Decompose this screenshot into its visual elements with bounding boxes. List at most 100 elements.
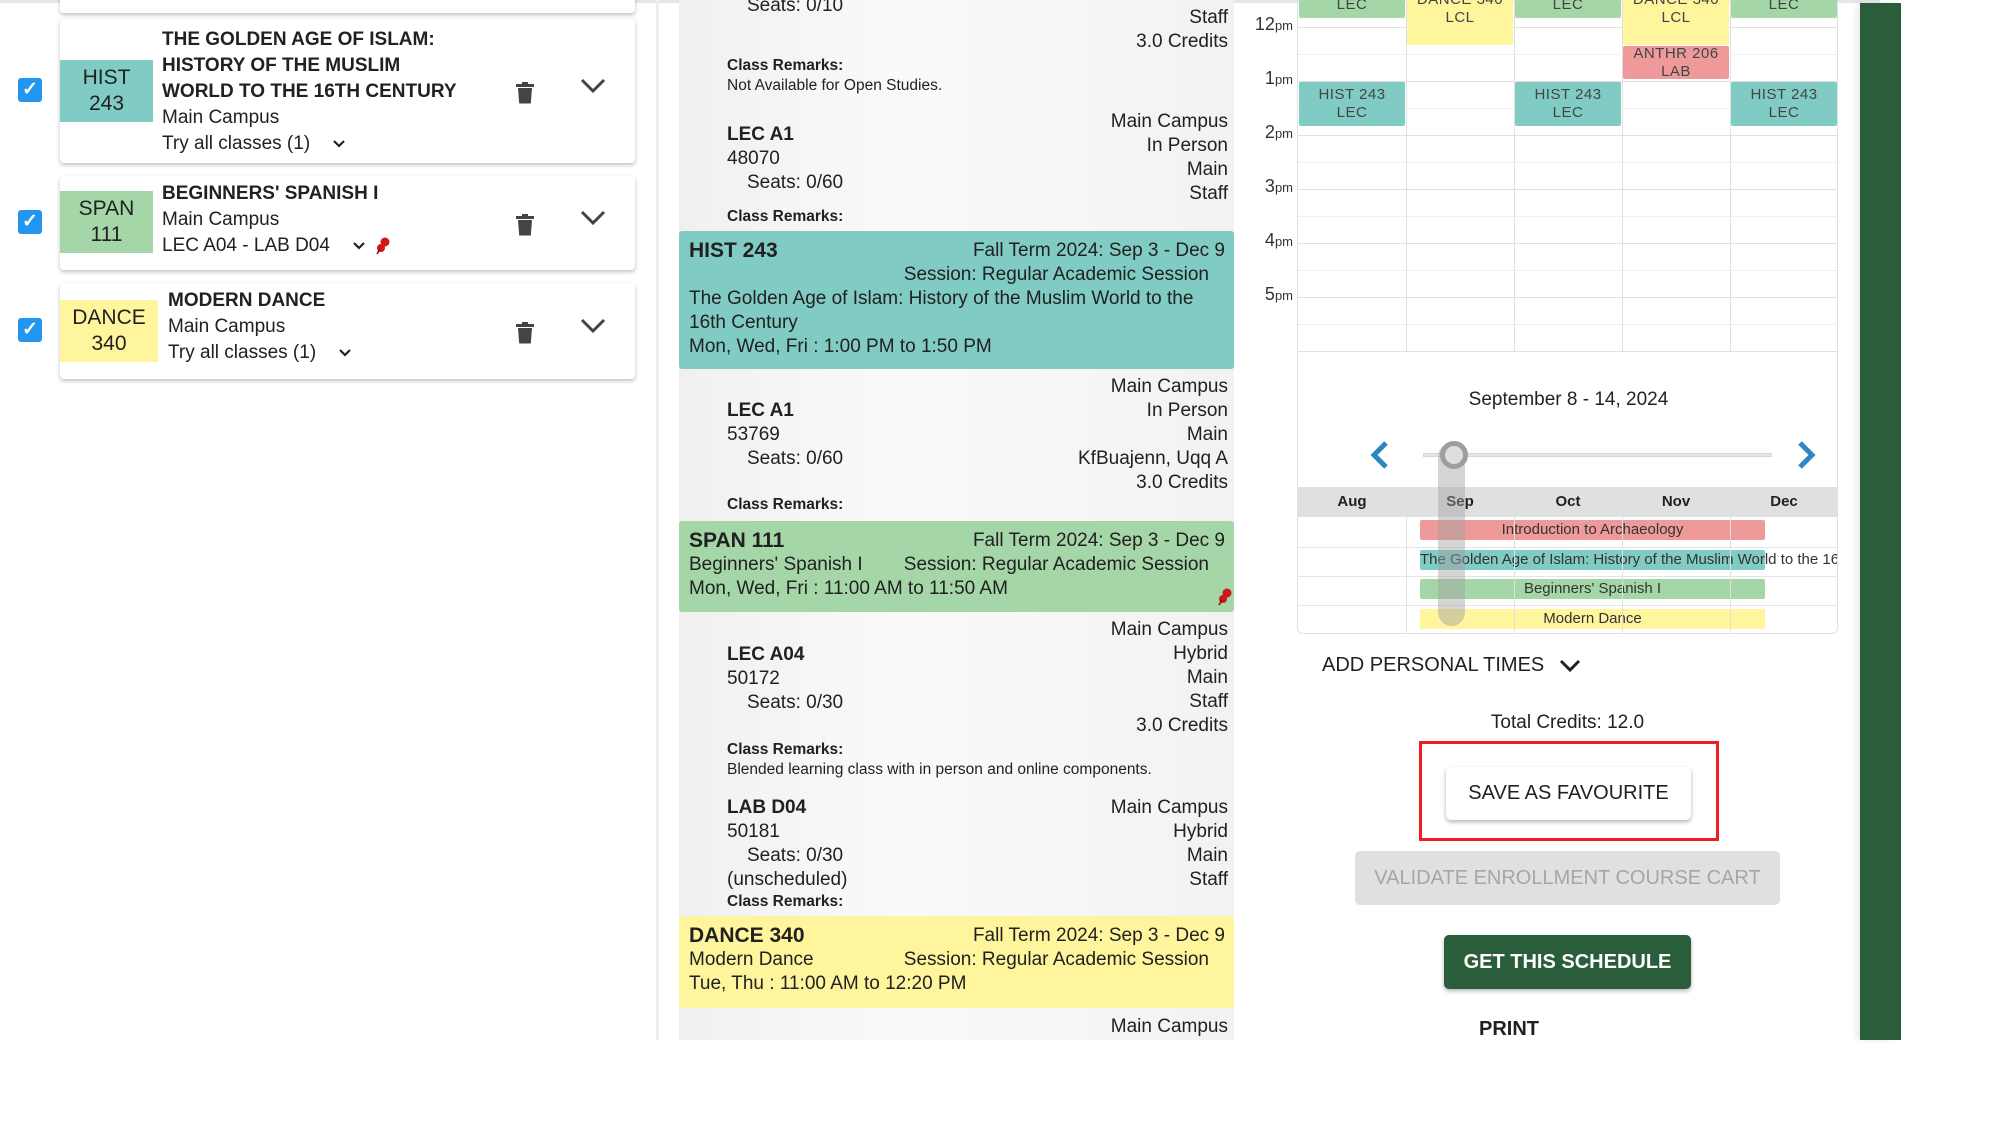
class-number: 50172	[727, 668, 780, 689]
month-label: Aug	[1337, 493, 1367, 510]
class-selector[interactable]: Try all classes (1)	[162, 131, 346, 157]
validate-enrollment-button[interactable]: VALIDATE ENROLLMENT COURSE CART	[1355, 851, 1780, 905]
calendar-event[interactable]: SPAN 111LEC	[1299, 0, 1405, 18]
total-credits: Total Credits: 12.0	[1490, 712, 1645, 733]
next-week-arrow-icon[interactable]	[1794, 440, 1818, 470]
add-personal-times-toggle[interactable]: ADD PERSONAL TIMES	[1322, 654, 1582, 677]
time-gridline	[1298, 27, 1837, 28]
add-personal-times-label: ADD PERSONAL TIMES	[1322, 654, 1545, 676]
course-code: HIST 243	[689, 239, 778, 262]
calendar-event[interactable]: SPAN 111LEC	[1515, 0, 1621, 18]
previous-week-arrow-icon[interactable]	[1368, 440, 1392, 470]
session-text: Session: Regular Academic Session	[903, 949, 1209, 970]
section-right-info: Main Campus In Person Main Staff	[1110, 111, 1228, 204]
trash-icon[interactable]	[515, 82, 535, 104]
time-gridline	[1298, 81, 1837, 82]
course-title: MODERN DANCE	[168, 290, 326, 311]
calendar-event[interactable]: HIST 243 LEC	[1299, 82, 1405, 126]
week-slider-track[interactable]	[1423, 453, 1772, 457]
hour-label: 12pm	[1254, 14, 1293, 34]
term-bar[interactable]: Introduction to Archaeology	[1420, 520, 1765, 540]
save-as-favourite-button[interactable]: SAVE AS FAVOURITE	[1446, 767, 1691, 820]
day-column-divider	[1406, 0, 1407, 351]
calendar-event[interactable]: HIST 243 LEC	[1515, 82, 1621, 126]
term-bar[interactable]: Modern Dance	[1420, 608, 1765, 629]
pin-icon[interactable]	[376, 237, 390, 255]
term-dates: Fall Term 2024: Sep 3 - Dec 9	[972, 240, 1225, 261]
course-badge: SPAN 111	[60, 191, 153, 253]
course-header-dance-340[interactable]: DANCE 340 Fall Term 2024: Sep 3 - Dec 9 M…	[679, 916, 1234, 1008]
time-gridline	[1298, 243, 1837, 244]
term-bar[interactable]: Beginners' Spanish I	[1420, 579, 1765, 599]
trash-icon[interactable]	[515, 322, 535, 344]
week-slider-handle[interactable]	[1440, 441, 1469, 469]
timeline-row-divider	[1298, 547, 1837, 548]
course-code: SPAN 111	[689, 529, 785, 552]
hour-label: 4pm	[1264, 230, 1293, 250]
course-checkbox[interactable]: ✓	[18, 78, 42, 102]
calendar-event[interactable]: DANCE 340LCL	[1407, 0, 1513, 45]
remarks-text: Blended learning class with in person an…	[727, 761, 1152, 778]
campus-text: Main Campus	[162, 209, 280, 230]
class-selector[interactable]: Try all classes (1)	[168, 340, 352, 366]
class-number: 48070	[727, 148, 780, 169]
session-text: Session: Regular Academic Session	[903, 264, 1209, 285]
time-gridline	[1298, 162, 1837, 163]
section-right-info: Main Campus Hybrid Main Staff 3.0 Credits	[1110, 619, 1228, 736]
expand-chevron-icon[interactable]	[580, 210, 606, 226]
schedule-details-panel[interactable]: Seats: 0/10 Staff 3.0 Credits Class Remar…	[679, 0, 1234, 1040]
day-column-divider	[1730, 0, 1731, 351]
highlight-box	[1419, 741, 1719, 841]
time-gridline	[1298, 54, 1837, 55]
side-drawer-bar[interactable]	[1860, 3, 1901, 1040]
week-slider-range	[1438, 443, 1465, 626]
month-column-divider	[1730, 517, 1731, 633]
course-card-partial	[60, 0, 635, 13]
week-label: September 8 - 14, 2024	[1468, 389, 1669, 410]
course-code: DANCE 340	[689, 924, 805, 947]
campus-text: Main Campus	[168, 316, 286, 337]
get-this-schedule-button[interactable]: GET THIS SCHEDULE	[1444, 935, 1691, 989]
course-checkbox[interactable]: ✓	[18, 318, 42, 342]
course-header-span-111[interactable]: SPAN 111 Fall Term 2024: Sep 3 - Dec 9 Be…	[679, 521, 1234, 612]
month-label: Sep	[1446, 493, 1474, 510]
trash-icon[interactable]	[515, 214, 535, 236]
remarks-label: Class Remarks:	[727, 496, 844, 513]
print-button[interactable]: PRINT	[1479, 1018, 1539, 1040]
calendar-event[interactable]: DANCE 340LCL	[1623, 0, 1729, 45]
time-gridline	[1298, 270, 1837, 271]
pin-icon[interactable]	[1218, 588, 1232, 606]
month-label: Oct	[1555, 493, 1581, 510]
course-card[interactable]: DANCE 340 MODERN DANCE Main Campus Try all c…	[60, 283, 635, 379]
term-dates: Fall Term 2024: Sep 3 - Dec 9	[972, 530, 1225, 551]
month-header: Aug Sep Oct Nov Dec	[1298, 487, 1837, 517]
calendar-event[interactable]: HIST 243 LEC	[1731, 82, 1837, 126]
day-column-divider	[1622, 0, 1623, 351]
class-selector[interactable]: LEC A04 - LAB D04	[162, 233, 390, 259]
remarks-label: Class Remarks:	[727, 893, 844, 910]
time-gridline	[1298, 324, 1837, 325]
seats-text: Seats: 0/60	[747, 448, 844, 469]
course-title: Modern Dance	[689, 949, 814, 970]
seats-text: Seats: 0/60	[747, 172, 844, 193]
term-bar[interactable]: The Golden Age of Islam: History of the …	[1420, 549, 1838, 570]
expand-chevron-icon[interactable]	[580, 78, 606, 94]
course-header-hist-243[interactable]: HIST 243 Fall Term 2024: Sep 3 - Dec 9 Se…	[679, 231, 1234, 369]
course-checkbox[interactable]: ✓	[18, 210, 42, 234]
course-title: The Golden Age of Islam: History of the …	[689, 288, 1194, 333]
calendar-event[interactable]: SPAN 111LEC	[1731, 0, 1837, 18]
calendar-event[interactable]: ANTHR 206 LAB	[1623, 45, 1729, 80]
unscheduled-text: (unscheduled)	[727, 869, 848, 890]
section-right-info: Main Campus In Person Main KfBuajenn, Uqq A…	[1078, 376, 1228, 493]
course-card[interactable]: HIST 243 THE GOLDEN AGE OF ISLAM: HISTORY O…	[60, 19, 635, 163]
day-column-divider	[1514, 0, 1515, 351]
chevron-down-icon	[333, 140, 345, 148]
time-gridline	[1298, 351, 1837, 352]
course-card[interactable]: SPAN 111 BEGINNERS' SPANISH I Main Campus LE…	[60, 176, 635, 270]
course-title: WORLD TO THE 16TH CENTURY	[162, 81, 457, 102]
time-gridline	[1298, 216, 1837, 217]
expand-chevron-icon[interactable]	[580, 318, 606, 334]
course-title: BEGINNERS' SPANISH I	[162, 183, 379, 204]
weekly-calendar: September 8 - 14, 2024 Aug Sep Oct Nov Dec I…	[1297, 0, 1838, 634]
section-right-info: Staff 3.0 Credits	[1136, 7, 1228, 52]
